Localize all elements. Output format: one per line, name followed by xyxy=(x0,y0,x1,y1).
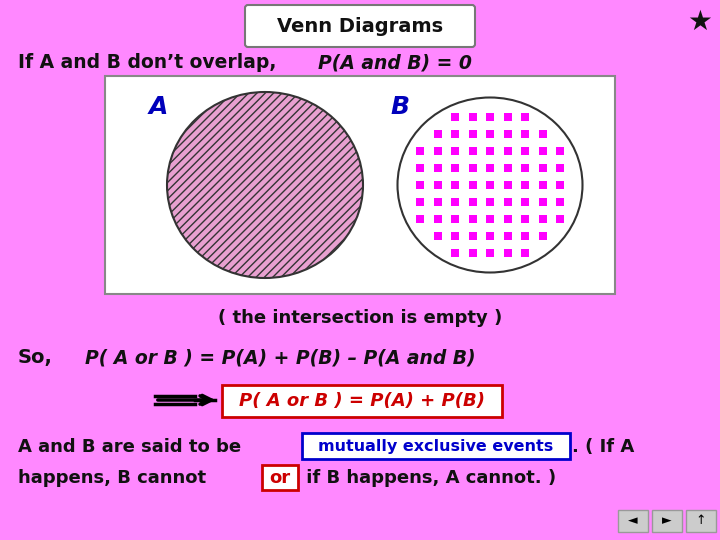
Text: P( A or B ) = P(A) + P(B): P( A or B ) = P(A) + P(B) xyxy=(239,392,485,410)
Bar xyxy=(105,76,615,294)
Text: P( A or B ) = P(A) + P(B) – P(A and B): P( A or B ) = P(A) + P(B) – P(A and B) xyxy=(85,348,476,368)
Ellipse shape xyxy=(397,98,582,273)
Bar xyxy=(302,433,570,459)
Text: . ( If A: . ( If A xyxy=(572,438,634,456)
Bar xyxy=(262,465,298,490)
Text: or: or xyxy=(269,469,291,487)
Text: happens, B cannot: happens, B cannot xyxy=(18,469,212,487)
Bar xyxy=(686,510,716,532)
Text: A: A xyxy=(148,95,168,119)
FancyBboxPatch shape xyxy=(245,5,475,47)
Text: mutually exclusive events: mutually exclusive events xyxy=(318,440,554,455)
Ellipse shape xyxy=(167,92,363,278)
Text: ►: ► xyxy=(662,515,672,528)
Text: So,: So, xyxy=(18,348,53,368)
Text: ★: ★ xyxy=(688,8,712,36)
Bar xyxy=(618,510,648,532)
Bar xyxy=(222,385,502,417)
Text: P(A and B) = 0: P(A and B) = 0 xyxy=(318,53,472,72)
Text: ( the intersection is empty ): ( the intersection is empty ) xyxy=(218,309,502,327)
Text: B: B xyxy=(390,95,410,119)
Text: Venn Diagrams: Venn Diagrams xyxy=(277,17,443,37)
Text: if B happens, A cannot. ): if B happens, A cannot. ) xyxy=(300,469,556,487)
Bar xyxy=(652,510,682,532)
Text: A and B are said to be: A and B are said to be xyxy=(18,438,248,456)
Text: ↑: ↑ xyxy=(696,515,706,528)
Text: ◄: ◄ xyxy=(628,515,638,528)
Text: If A and B don’t overlap,: If A and B don’t overlap, xyxy=(18,53,283,72)
